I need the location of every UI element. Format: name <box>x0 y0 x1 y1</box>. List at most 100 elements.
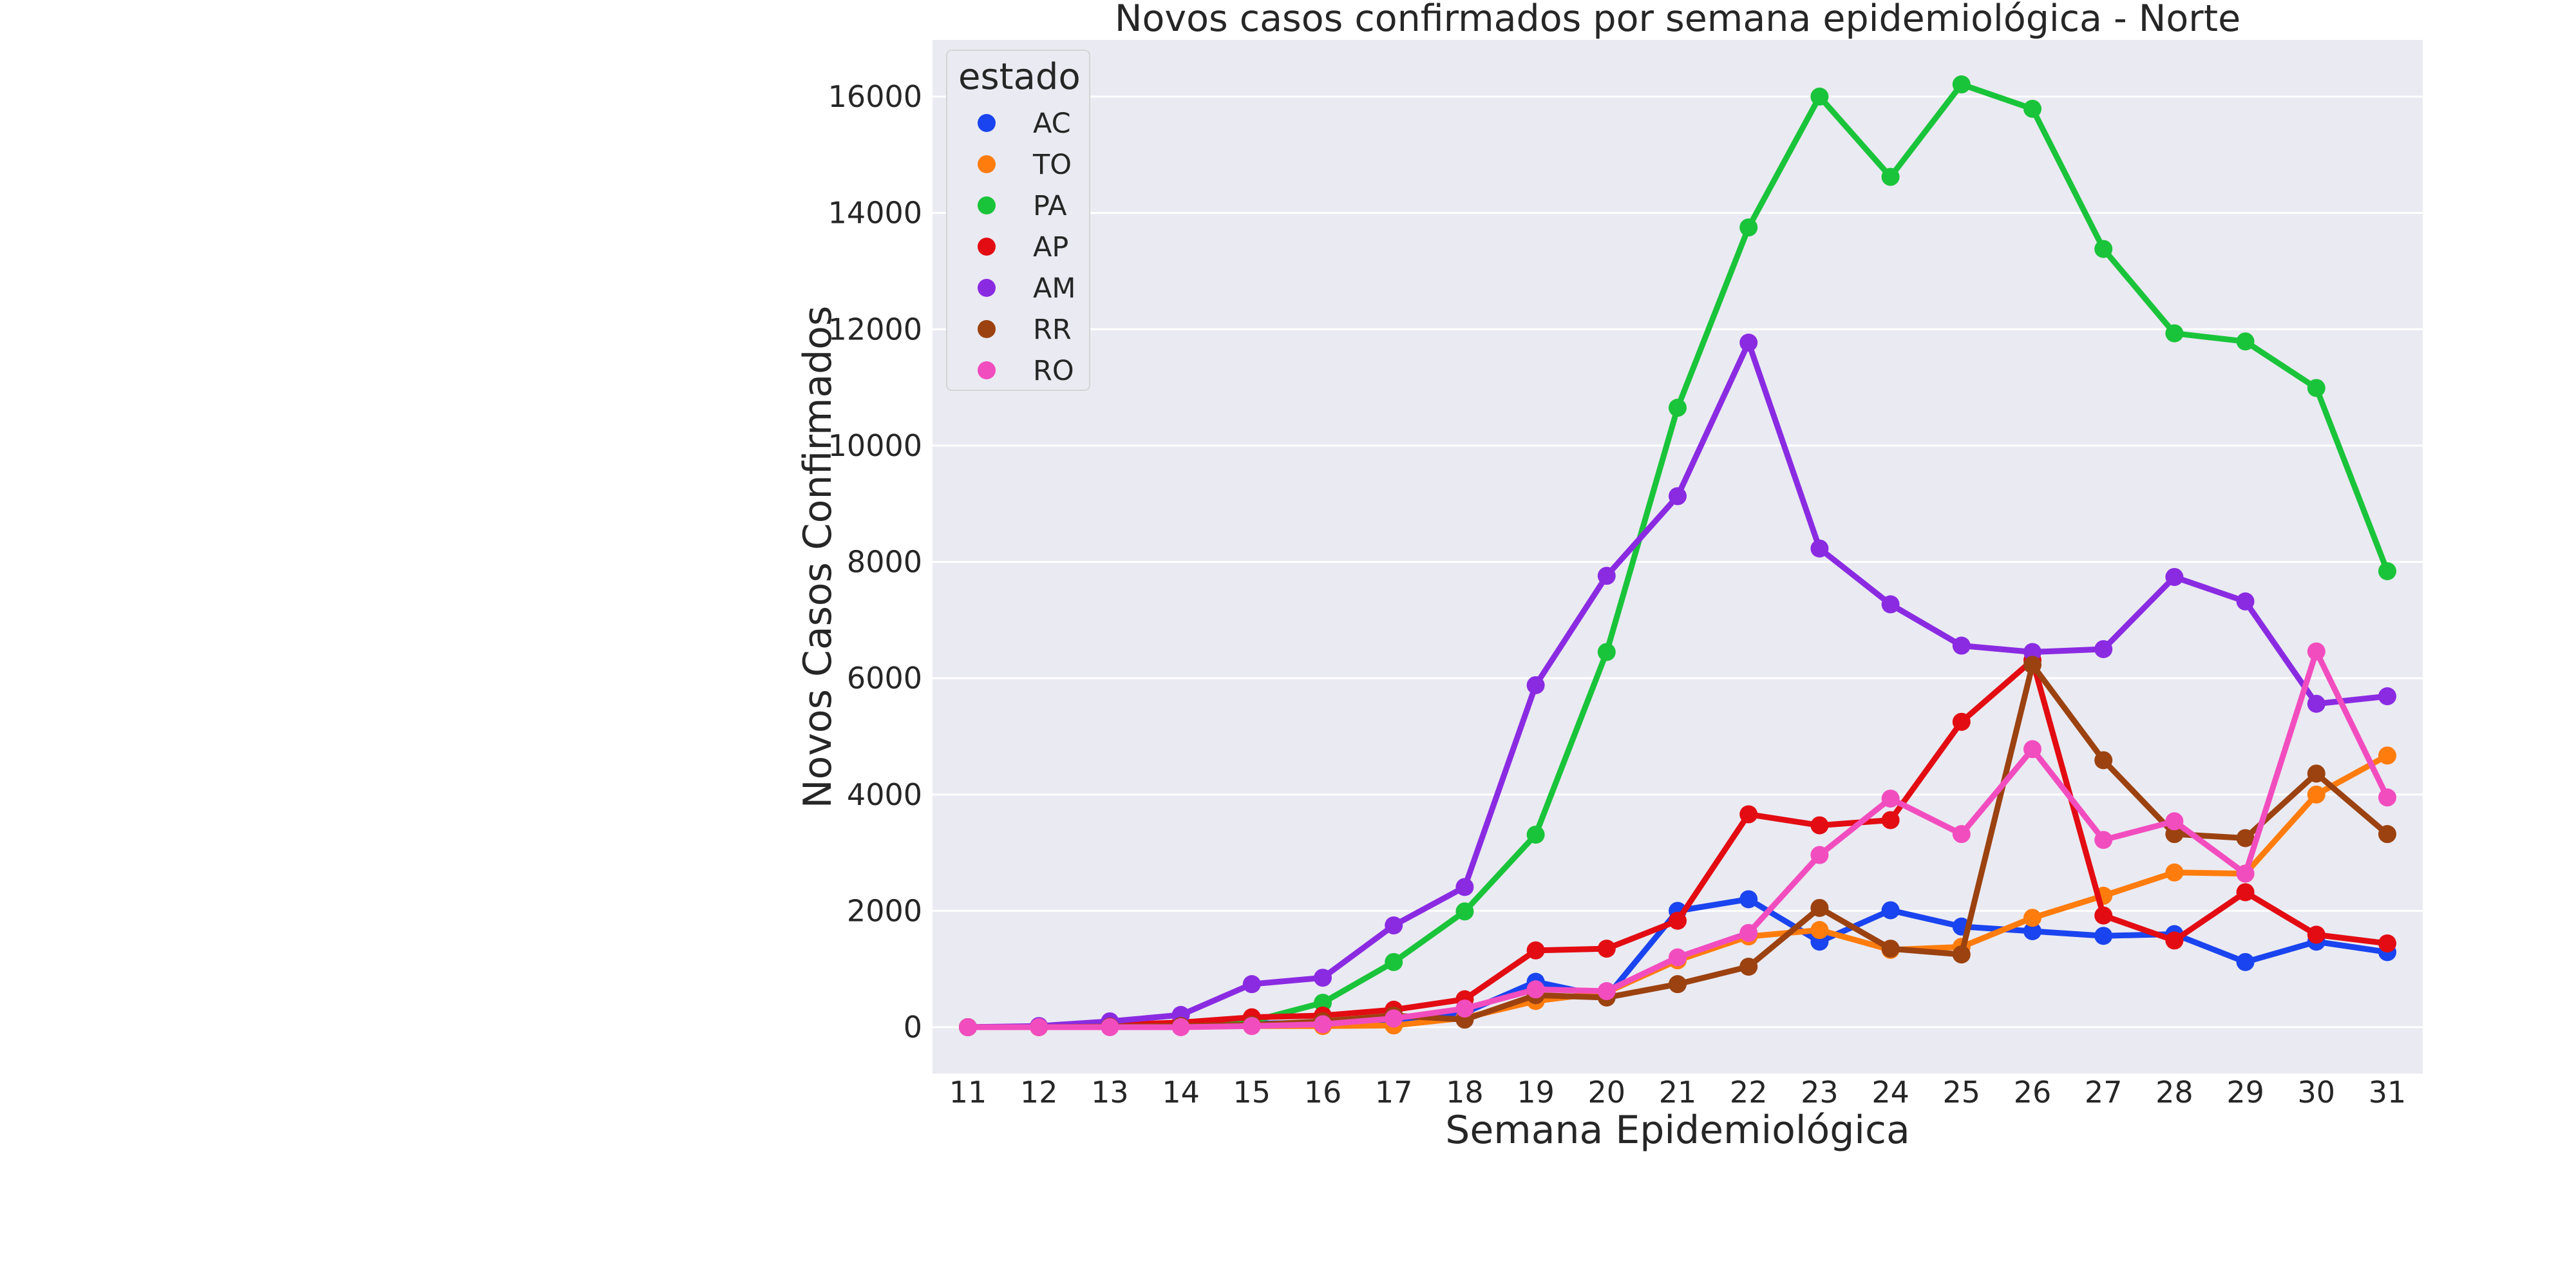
data-point-ro <box>2094 831 2113 849</box>
legend-item-pa: PA <box>978 190 1067 222</box>
data-point-pa <box>1739 218 1758 237</box>
legend-marker-pa <box>978 196 996 214</box>
data-point-pa <box>2378 562 2396 580</box>
y-axis-label: Novos Casos Confirmados <box>795 306 840 808</box>
data-point-ap <box>1526 941 1545 960</box>
data-point-pa <box>1385 952 1403 971</box>
data-point-am <box>2094 639 2113 658</box>
y-tick-labels: 0 2000 4000 6000 8000 10000 12000 14000 16000 <box>828 79 922 1045</box>
legend-label-ap: AP <box>1033 231 1068 263</box>
legend-item-am: AM <box>978 272 1076 305</box>
data-point-ro <box>1171 1018 1190 1036</box>
legend-item-to: TO <box>978 149 1072 181</box>
data-point-pa <box>2023 99 2041 118</box>
x-axis-label: Semana Epidemiológica <box>1445 1108 1909 1153</box>
y-tick-label: 0 <box>904 1010 922 1045</box>
data-point-ro <box>1597 982 1616 1001</box>
data-point-ro <box>1314 1015 1332 1034</box>
x-tick-label: 28 <box>2155 1075 2193 1110</box>
x-tick-labels: 11 12 13 14 15 16 17 18 19 20 21 22 23 24 25 26 27 28 29 30… <box>949 1075 2407 1110</box>
legend-item-ap: AP <box>978 231 1068 263</box>
y-tick-label: 4000 <box>847 777 922 812</box>
data-point-pa <box>1669 399 1687 417</box>
data-point-ro <box>2236 864 2255 883</box>
data-point-am <box>1455 878 1474 896</box>
legend-item-ac: AC <box>978 108 1071 140</box>
data-point-to <box>1810 921 1829 940</box>
data-point-rr <box>1739 958 1758 976</box>
x-tick-label: 20 <box>1588 1075 1626 1110</box>
data-point-ro <box>2023 740 2041 759</box>
legend: estado AC TO PA AP AM RR RO <box>946 50 1090 391</box>
data-point-am <box>1881 595 1900 614</box>
legend-marker-ro <box>978 361 996 379</box>
legend-item-rr: RR <box>978 314 1072 346</box>
x-tick-label: 16 <box>1304 1075 1342 1110</box>
data-point-pa <box>1952 75 1971 94</box>
data-point-am <box>1385 916 1403 934</box>
data-point-ap <box>1810 816 1829 835</box>
data-point-rr <box>1669 975 1687 994</box>
y-tick-label: 6000 <box>847 661 922 696</box>
legend-label-am: AM <box>1033 272 1076 305</box>
data-point-pa <box>1881 167 1900 186</box>
data-point-rr <box>2378 825 2396 844</box>
data-point-pa <box>1526 826 1545 844</box>
data-point-rr <box>2307 764 2325 783</box>
data-point-pa <box>2307 379 2325 397</box>
chart-title: Novos casos confirmados por semana epide… <box>1115 0 2240 40</box>
data-point-am <box>2378 687 2396 706</box>
data-point-ro <box>1101 1018 1119 1036</box>
data-point-pa <box>2236 332 2255 351</box>
data-point-ac <box>1739 890 1758 909</box>
y-tick-label: 8000 <box>847 545 922 580</box>
data-point-rr <box>2023 656 2041 674</box>
x-tick-label: 24 <box>1871 1075 1909 1110</box>
y-tick-label: 2000 <box>847 893 922 928</box>
x-tick-label: 12 <box>1020 1075 1058 1110</box>
x-tick-label: 31 <box>2369 1075 2407 1110</box>
legend-title: estado <box>958 56 1081 98</box>
x-tick-label: 21 <box>1659 1075 1697 1110</box>
data-point-ac <box>2023 922 2041 940</box>
data-point-ro <box>1385 1009 1403 1028</box>
data-point-ap <box>1669 911 1687 930</box>
legend-marker-to <box>978 155 996 173</box>
data-point-ro <box>959 1018 977 1036</box>
data-point-am <box>1739 334 1758 352</box>
data-point-ap <box>2094 906 2113 925</box>
legend-label-rr: RR <box>1033 314 1072 346</box>
x-tick-label: 18 <box>1446 1075 1484 1110</box>
data-point-ap <box>1881 811 1900 829</box>
data-point-to <box>2023 909 2041 927</box>
x-tick-label: 27 <box>2085 1075 2123 1110</box>
data-point-pa <box>1597 643 1616 661</box>
legend-marker-ac <box>978 114 996 132</box>
data-point-rr <box>2094 751 2113 770</box>
data-point-pa <box>1810 88 1829 106</box>
data-point-ro <box>1669 948 1687 967</box>
legend-label-ro: RO <box>1033 355 1074 387</box>
data-point-pa <box>2165 324 2184 343</box>
data-point-am <box>1597 567 1616 585</box>
x-tick-label: 14 <box>1162 1075 1200 1110</box>
data-point-am <box>1810 539 1829 558</box>
data-point-am <box>2165 567 2184 586</box>
data-point-ro <box>1952 825 1971 844</box>
data-point-ro <box>1526 980 1545 999</box>
data-point-am <box>1526 676 1545 694</box>
x-tick-label: 11 <box>949 1075 987 1110</box>
data-point-to <box>2165 863 2184 882</box>
data-point-ro <box>1455 999 1474 1018</box>
data-point-ap <box>1739 805 1758 824</box>
data-point-am <box>2307 694 2325 713</box>
x-tick-label: 17 <box>1375 1075 1413 1110</box>
data-point-rr <box>1952 945 1971 964</box>
x-tick-label: 19 <box>1517 1075 1555 1110</box>
x-tick-label: 25 <box>1943 1075 1981 1110</box>
data-point-rr <box>1810 898 1829 917</box>
legend-label-pa: PA <box>1033 190 1067 222</box>
series-ro <box>959 642 2396 1036</box>
data-point-ap <box>2236 883 2255 902</box>
